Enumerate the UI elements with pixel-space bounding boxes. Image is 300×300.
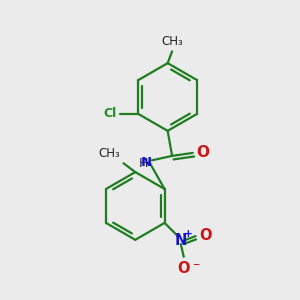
Text: N: N [175, 233, 187, 248]
Text: +: + [184, 229, 193, 239]
Text: O: O [199, 228, 211, 243]
Text: O: O [196, 145, 209, 160]
Text: H: H [138, 157, 148, 170]
Text: CH₃: CH₃ [161, 35, 183, 48]
Text: Cl: Cl [103, 107, 116, 120]
Text: CH₃: CH₃ [99, 147, 121, 160]
Text: ⁻: ⁻ [192, 260, 200, 274]
Text: O: O [178, 261, 190, 276]
Text: N: N [140, 156, 152, 169]
